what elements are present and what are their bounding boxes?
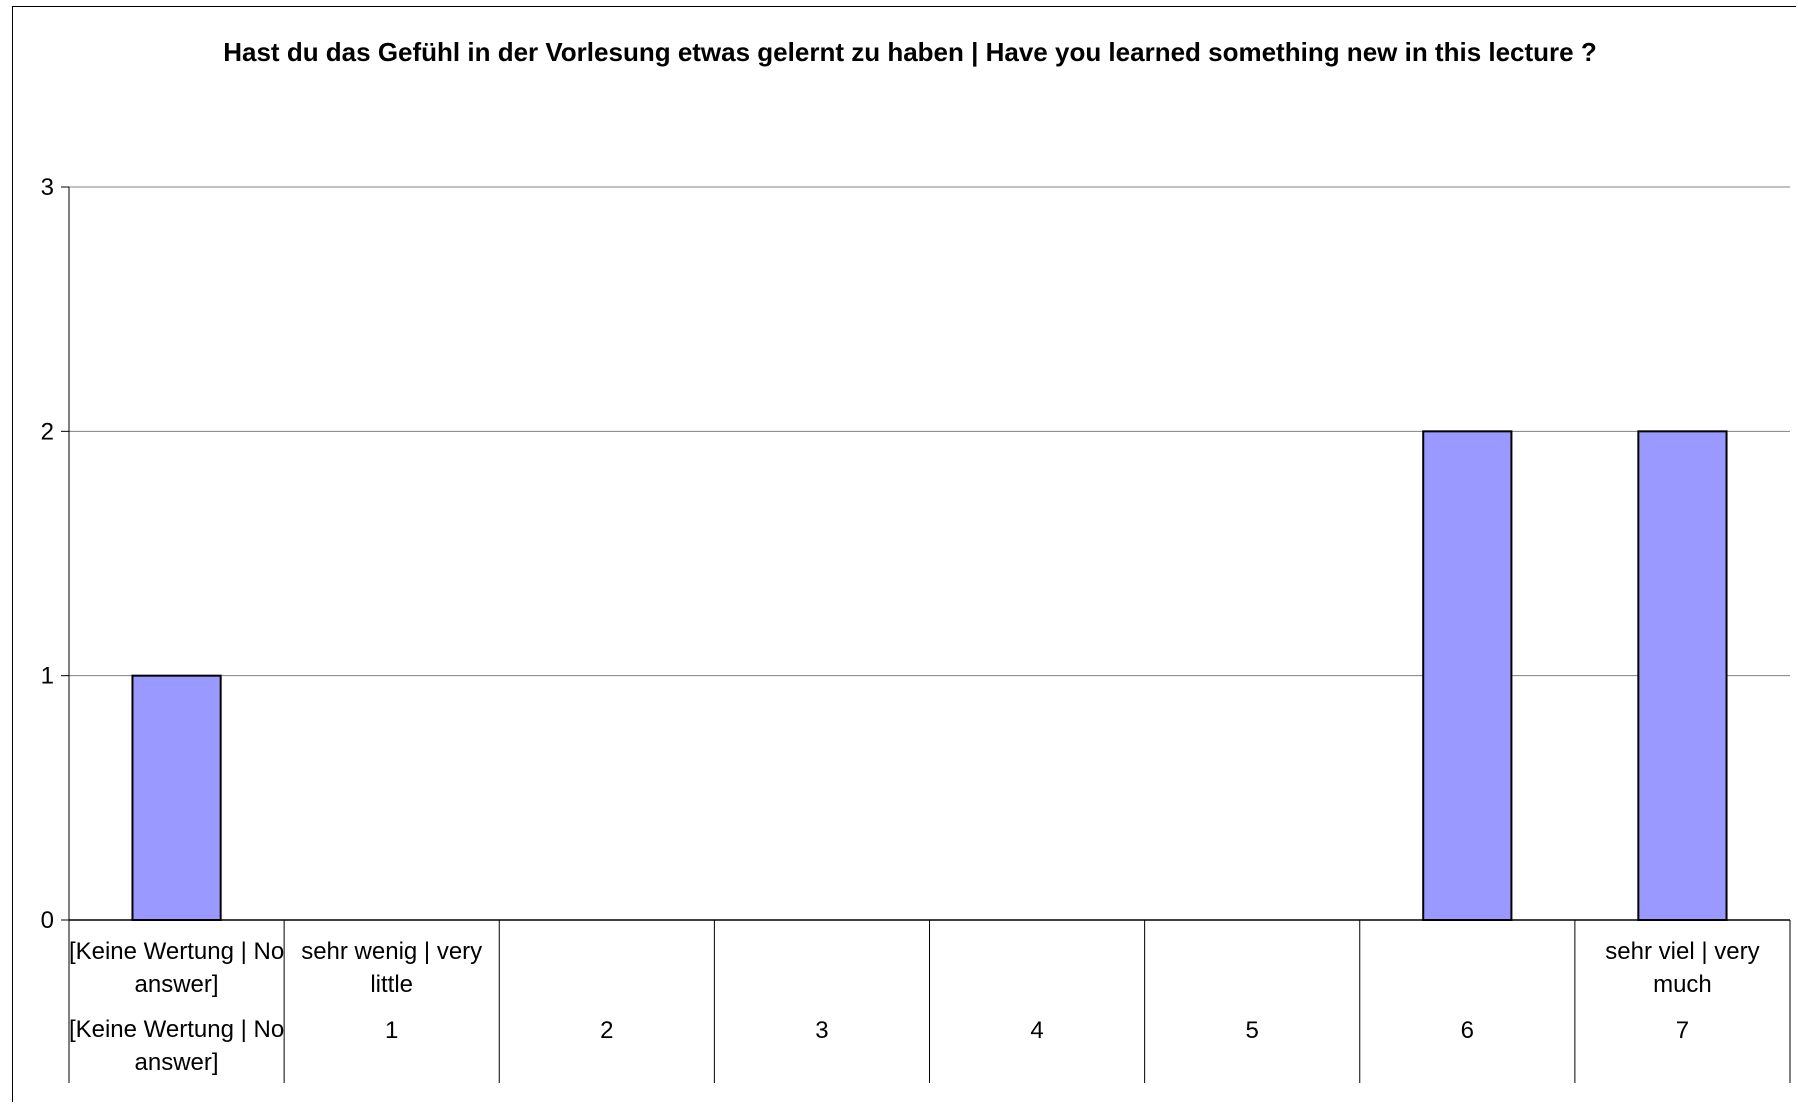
bar (1637, 430, 1728, 921)
x-tick-label: 6 (1461, 1017, 1474, 1044)
x-category-description: [Keine Wertung | No answer] (69, 938, 284, 998)
bars (131, 430, 1728, 922)
y-tick-label: 1 (41, 663, 54, 690)
axis-labels: 0 1 2 3 [Keine Wertung | No answer] [Keine Wer… (41, 174, 1760, 1076)
y-tick-label: 0 (41, 907, 54, 934)
x-tick-label: 5 (1246, 1017, 1259, 1044)
x-tick-label: 2 (600, 1017, 613, 1044)
x-tick-label: 7 (1676, 1017, 1689, 1044)
y-tick-label: 3 (41, 174, 54, 201)
y-tick-label: 2 (41, 418, 54, 445)
x-tick-label: 1 (385, 1017, 398, 1044)
x-tick-label: 4 (1030, 1017, 1043, 1044)
gridlines (69, 186, 1790, 677)
x-category-description: sehr viel | very much (1605, 938, 1759, 998)
chart-title: Hast du das Gefühl in der Vorlesung etwa… (223, 37, 1597, 67)
bar (131, 674, 222, 922)
bar (1422, 430, 1513, 921)
x-tick-label: 3 (815, 1017, 828, 1044)
x-category-description: sehr wenig | very little (301, 938, 482, 998)
x-tick-label: [Keine Wertung | No answer] (69, 1016, 284, 1076)
axes (61, 186, 1791, 1083)
